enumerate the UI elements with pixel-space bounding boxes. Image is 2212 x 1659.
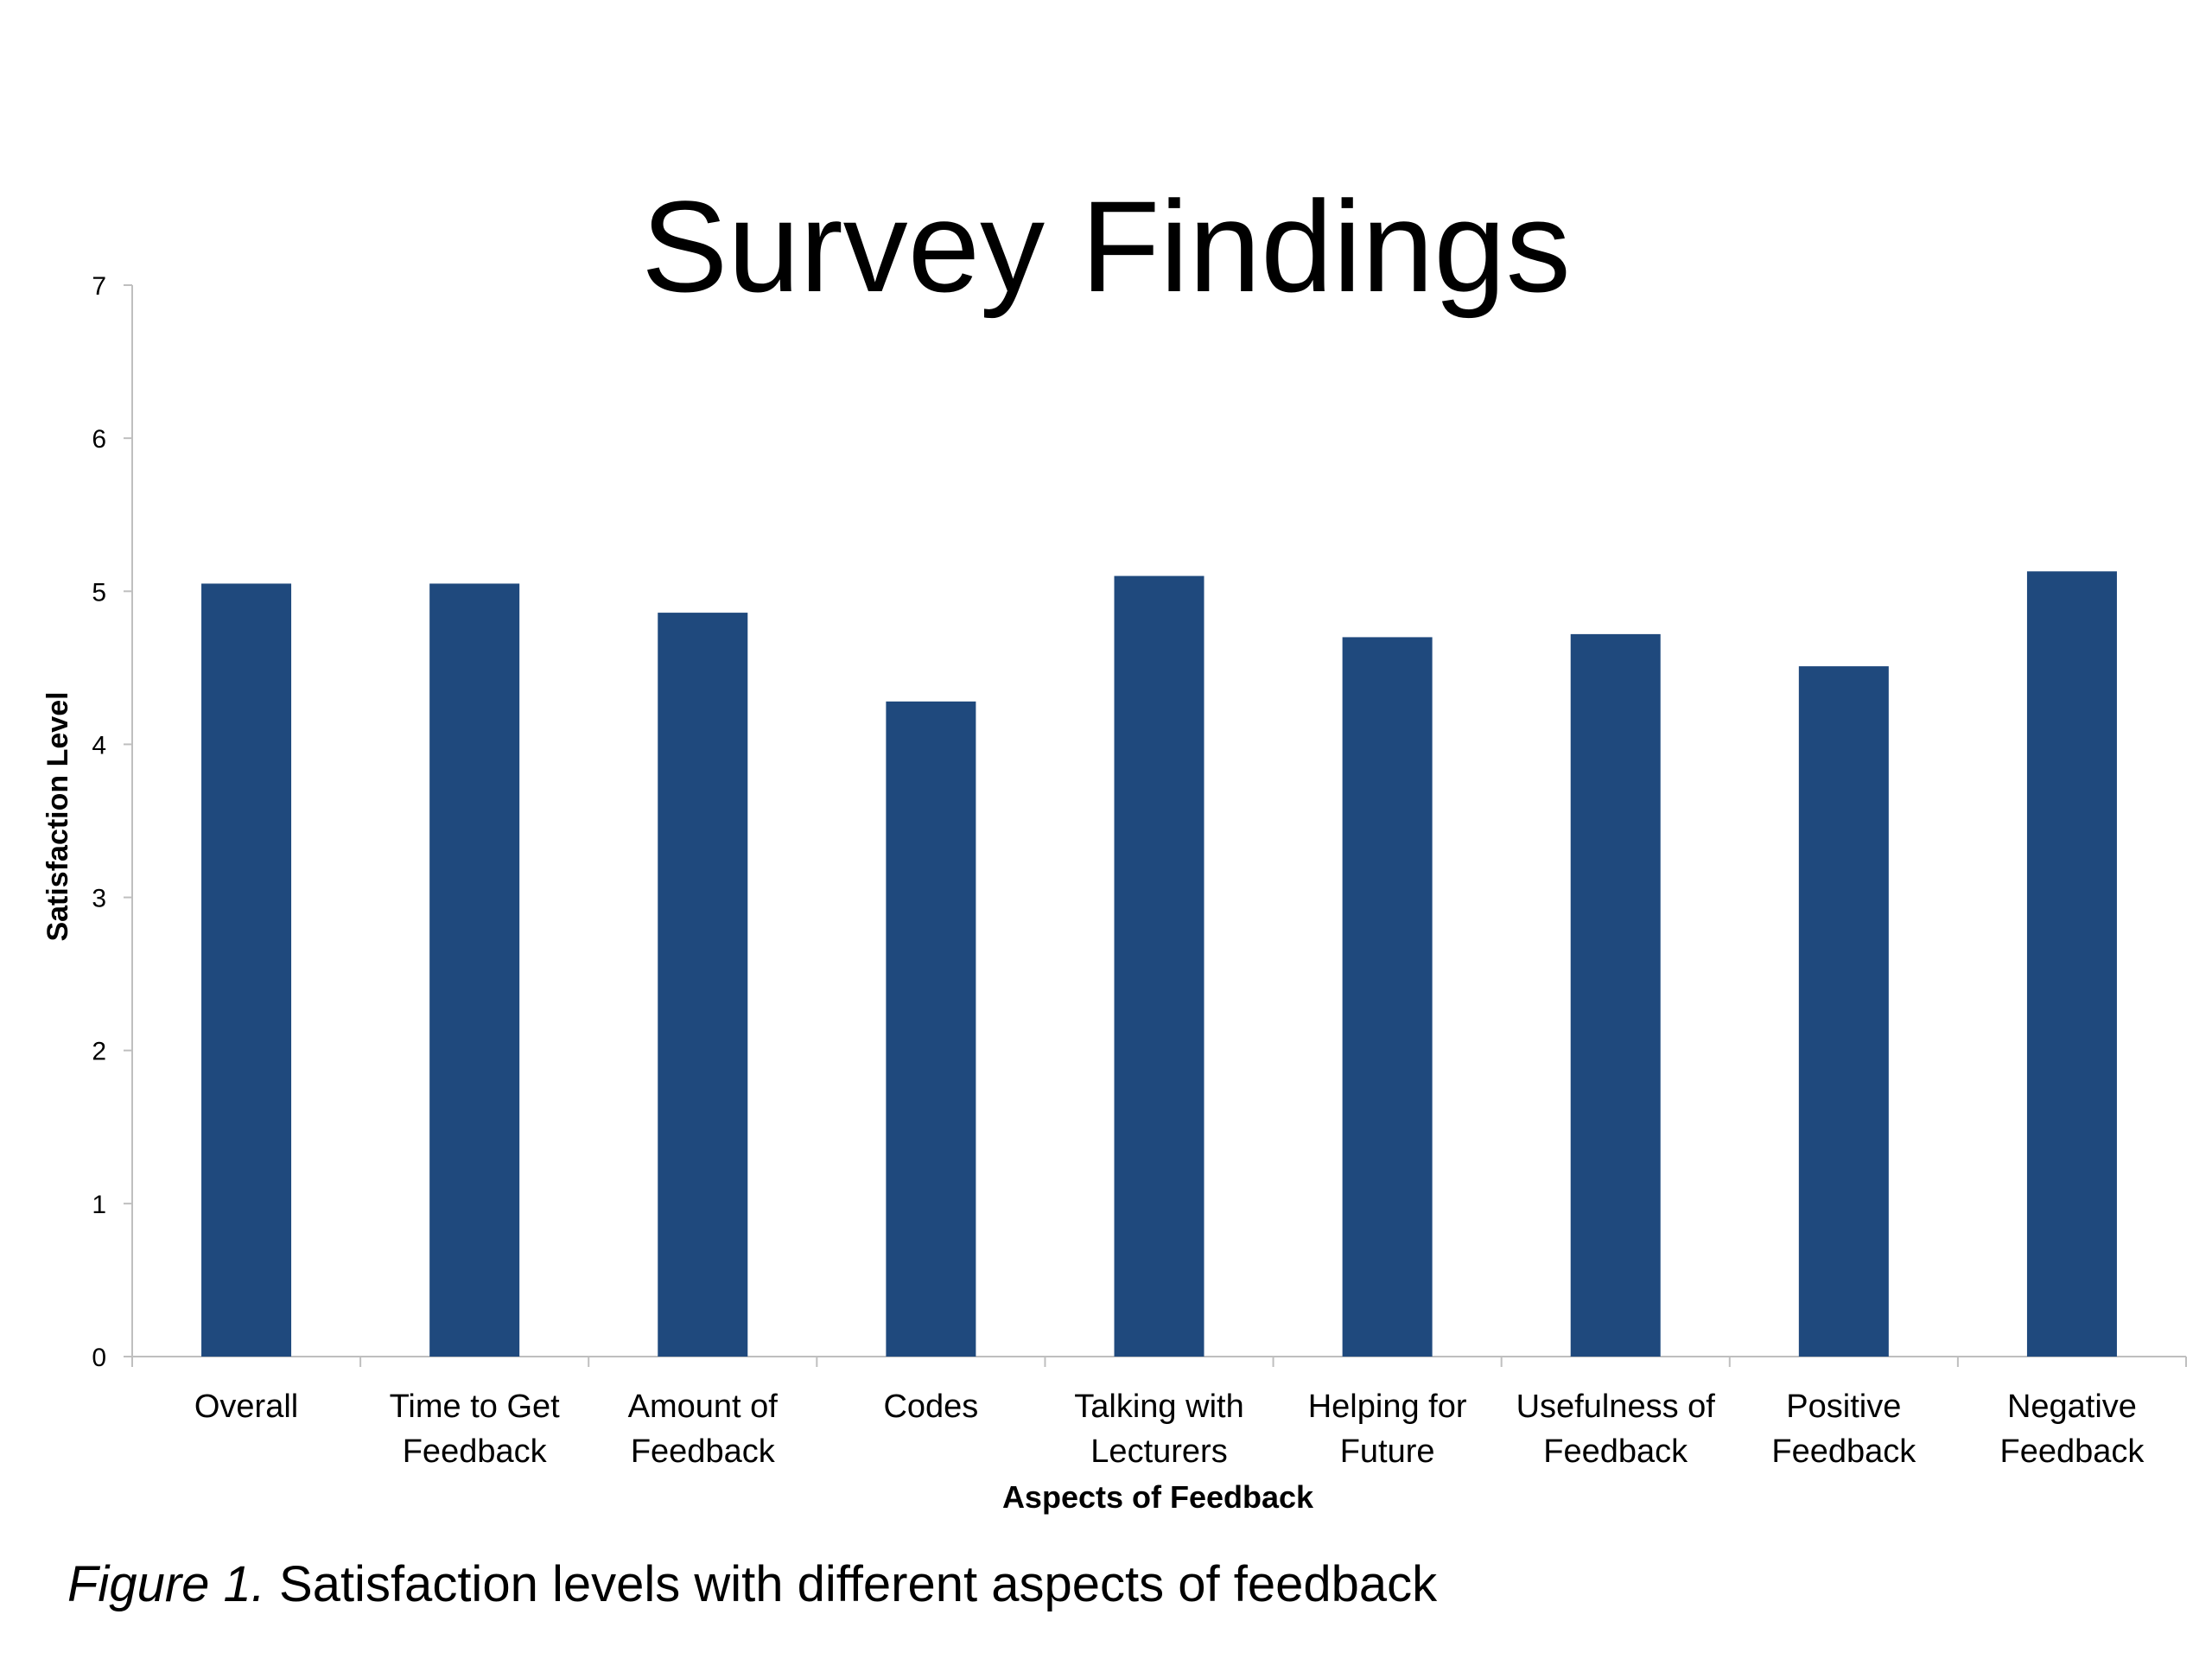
y-tick-label: 1 [92,1191,106,1219]
x-tick-label-line: Feedback [1999,1433,2145,1470]
x-tick-label-line: Overall [194,1389,298,1425]
bar [1114,575,1205,1357]
y-tick-label: 5 [92,578,106,607]
x-tick-label: Usefulness of Feedback [1516,1389,1716,1470]
x-tick-label: Time to Get Feedback [390,1389,561,1470]
x-tick-label-line: Negative [2007,1389,2137,1425]
x-tick-label: Negative Feedback [1999,1389,2145,1470]
bar [886,701,976,1357]
x-tick-label: Positive Feedback [1771,1389,1916,1470]
x-tick-label: Amount of Feedback [628,1389,779,1470]
x-axis: Overall Time to Get Feedback Amount of Feedb… [131,1356,2187,1470]
x-tick-label: Talking with Lecturers [1074,1389,1243,1470]
y-tick-label: 0 [92,1344,106,1372]
bar [1570,633,1661,1357]
bar [658,613,748,1357]
y-tick-label: 7 [92,272,106,301]
y-tick-label: 6 [92,425,106,454]
x-tick-label-line: Helping for [1308,1389,1467,1425]
x-tick-label-line: Future [1340,1433,1435,1470]
x-tick-label: Helping for Future [1308,1389,1467,1470]
caption-text: Satisfaction levels with different aspec… [264,1556,1438,1612]
x-tick-label-line: Amount of [628,1389,779,1425]
bars [201,571,2117,1357]
bar [429,583,520,1357]
x-tick-label-line: Lecturers [1090,1433,1227,1470]
y-axis-title: Satisfaction Level [41,691,74,941]
bar [1342,637,1433,1357]
x-tick-label-line: Talking with [1074,1389,1243,1425]
slide-title: Survey Findings [641,174,1571,319]
x-tick-label-line: Positive [1786,1389,1901,1425]
x-tick-label-line: Feedback [1543,1433,1688,1470]
y-tick-label: 2 [92,1038,106,1066]
x-tick-label-line: Usefulness of [1516,1389,1716,1425]
x-tick-label: Codes [883,1389,978,1425]
y-axis: 0 1 2 3 4 5 6 7 [92,272,133,1372]
x-tick-label-line: Codes [883,1389,978,1425]
y-tick-label: 4 [92,731,106,760]
bar [2026,571,2117,1357]
bar [201,583,292,1357]
x-tick-label-line: Feedback [403,1433,548,1470]
x-axis-title: Aspects of Feedback [1002,1479,1314,1515]
figure-caption: Figure 1. Satisfaction levels with diffe… [67,1560,1437,1610]
caption-prefix: Figure 1. [67,1556,265,1612]
x-tick-label-line: Time to Get [390,1389,561,1425]
x-tick-label-line: Feedback [631,1433,776,1470]
x-tick-label: Overall [194,1389,298,1425]
x-tick-label-line: Feedback [1771,1433,1916,1470]
y-tick-label: 3 [92,885,106,913]
bar [1798,666,1889,1357]
